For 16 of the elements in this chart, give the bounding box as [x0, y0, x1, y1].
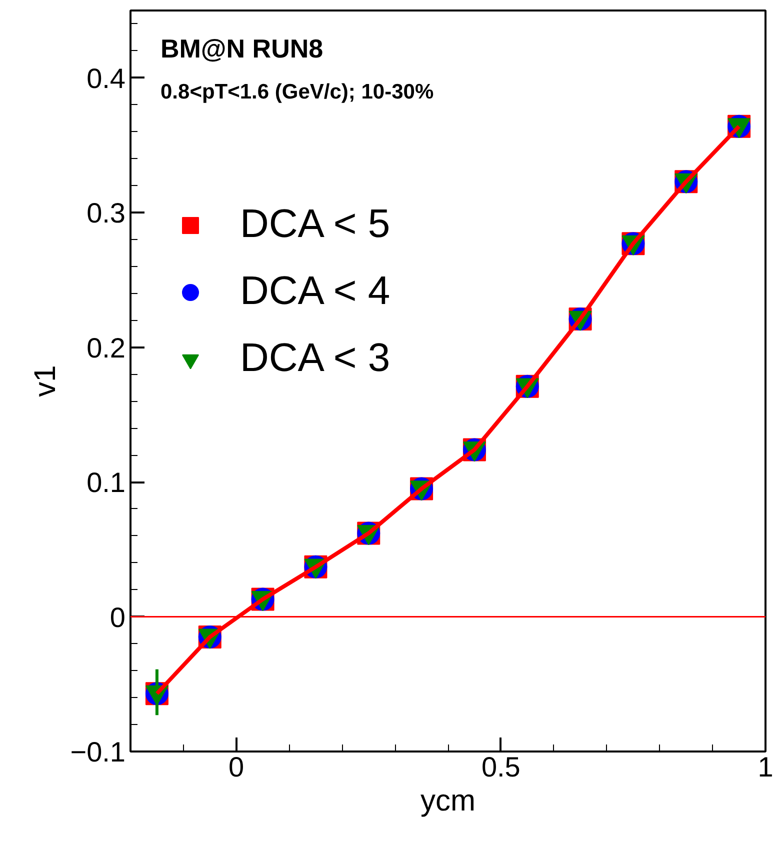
- annotation: BM@N RUN8: [160, 34, 324, 64]
- y-tick-label: −0.1: [70, 736, 126, 768]
- y-tick-label: 0.4: [86, 62, 126, 94]
- y-tick-label: 0.1: [86, 467, 126, 498]
- x-tick-label: 0: [228, 752, 244, 782]
- legend-label: DCA < 3: [240, 336, 390, 381]
- y-tick-label: 0: [110, 602, 126, 633]
- annotation: 0.8<pT<1.6 (GeV/c); 10-30%: [160, 80, 434, 104]
- x-tick-label: 0.5: [481, 752, 520, 782]
- x-tick-label: 1: [758, 752, 773, 782]
- y-axis-title: v1: [29, 365, 62, 397]
- legend-label: DCA < 4: [240, 269, 390, 314]
- legend-label: DCA < 5: [240, 202, 390, 247]
- x-axis-title: ycm: [420, 784, 476, 818]
- y-tick-label: 0.2: [86, 332, 126, 364]
- y-tick-label: 0.3: [86, 198, 126, 229]
